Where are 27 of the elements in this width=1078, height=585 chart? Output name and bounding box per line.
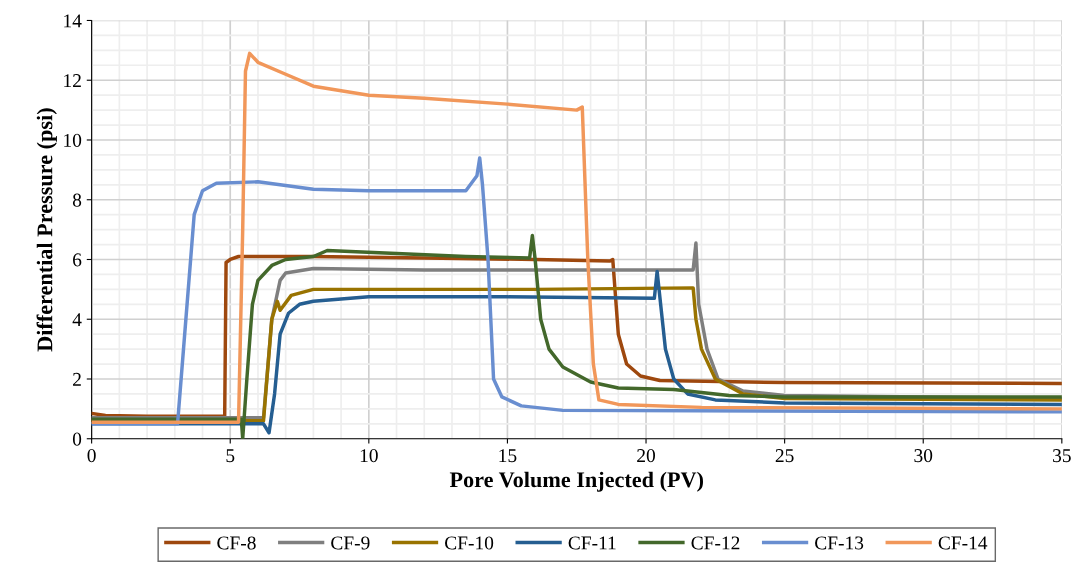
- y-tick-label: 14: [64, 14, 82, 28]
- y-tick-label: 12: [64, 74, 81, 87]
- legend-label: CF-13: [815, 536, 864, 550]
- legend-label: CF-8: [217, 536, 256, 550]
- y-tick-label: 4: [72, 313, 82, 326]
- x-tick-label: 5: [226, 449, 235, 463]
- y-tick-label: 0: [72, 432, 82, 446]
- y-tick-label: 6: [73, 253, 82, 267]
- y-tick-label: 10: [64, 133, 82, 147]
- legend-label: CF-10: [445, 536, 494, 550]
- legend-label: CF-14: [938, 536, 988, 550]
- x-tick-label: 10: [360, 449, 378, 463]
- legend-label: CF-9: [331, 536, 370, 550]
- line-series: [91, 156, 1062, 426]
- y-tick-label: 8: [72, 193, 82, 207]
- y-axis-title: Differential Pressure (psi): [36, 108, 57, 352]
- x-tick-label: 20: [637, 449, 656, 463]
- x-tick-label: 25: [775, 449, 794, 463]
- x-tick-label: 35: [1053, 449, 1071, 463]
- x-tick-label: 15: [499, 449, 517, 463]
- legend-label: CF-11: [568, 536, 616, 550]
- x-tick-label: 30: [914, 449, 933, 463]
- y-tick-label: 2: [73, 372, 81, 386]
- legend-label: CF-12: [691, 536, 740, 550]
- line-series: [91, 51, 1062, 425]
- x-axis-title: Pore Volume Injected (PV): [449, 471, 704, 492]
- x-tick-label: 0: [87, 449, 96, 463]
